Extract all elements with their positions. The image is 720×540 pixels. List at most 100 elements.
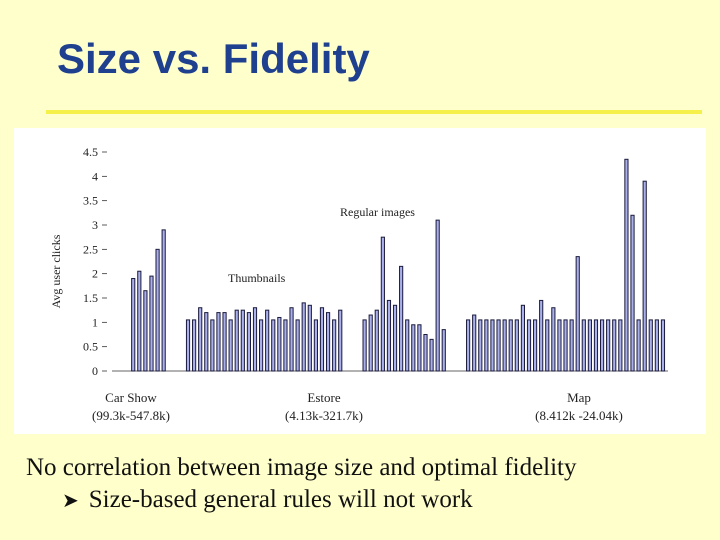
- y-tick-label: 3.5: [83, 194, 98, 208]
- annotation-label: Regular images: [340, 205, 415, 219]
- bar: [143, 290, 148, 372]
- bar: [624, 158, 629, 372]
- bar: [551, 307, 556, 372]
- bar: [216, 312, 221, 372]
- bar: [149, 275, 154, 372]
- bar: [380, 236, 385, 372]
- y-tick-label: 1: [92, 315, 98, 329]
- bar: [526, 319, 532, 372]
- bar: [435, 219, 440, 372]
- group-range-label: (8.412k -24.04k): [535, 408, 623, 423]
- bar: [399, 265, 404, 372]
- bar: [612, 319, 617, 372]
- bar: [289, 307, 294, 372]
- bar: [496, 319, 501, 372]
- bar: [575, 256, 580, 372]
- bar: [192, 319, 197, 372]
- bullet-list: No correlation between image size and op…: [26, 452, 577, 517]
- arrow-bullet-icon: ➤: [62, 490, 79, 512]
- bar: [472, 314, 477, 372]
- slide-title: Size vs. Fidelity: [57, 35, 370, 82]
- bar: [636, 319, 641, 372]
- bar: [490, 319, 495, 372]
- bar: [642, 180, 647, 372]
- bar: [386, 299, 392, 372]
- bar: [259, 319, 264, 372]
- bullet-main: No correlation between image size and op…: [26, 454, 577, 481]
- bullet-sub-text: Size-based general rules will not work: [88, 486, 473, 513]
- bar: [618, 319, 623, 372]
- bar: [520, 304, 525, 372]
- bar: [265, 309, 270, 372]
- group-label: Map: [567, 390, 591, 405]
- bar: [246, 312, 252, 372]
- bar: [301, 302, 306, 372]
- bar: [405, 319, 410, 372]
- bar: [252, 307, 258, 372]
- bar: [228, 319, 233, 372]
- y-tick-label: 0: [92, 364, 98, 378]
- bar: [271, 319, 276, 372]
- bar: [466, 319, 471, 372]
- bar: [569, 319, 574, 372]
- bar: [539, 299, 544, 372]
- bar: [319, 307, 325, 372]
- y-tick-label: 0.5: [83, 340, 98, 354]
- group-label: Car Show: [105, 390, 157, 405]
- y-tick-label: 1.5: [83, 291, 98, 305]
- bar: [307, 304, 312, 372]
- bar: [277, 316, 282, 372]
- title-divider: [46, 110, 702, 114]
- y-tick-label: 2.5: [83, 242, 98, 256]
- bar: [283, 319, 288, 372]
- bar: [593, 319, 599, 372]
- bar: [563, 319, 568, 372]
- bar: [545, 319, 550, 372]
- bar: [599, 319, 605, 372]
- bullet-sub: ➤ Size-based general rules will not work: [62, 484, 577, 517]
- bar: [295, 319, 300, 372]
- bar: [411, 324, 416, 372]
- bar: [368, 314, 373, 372]
- y-tick-label: 4.5: [83, 145, 98, 159]
- bar-chart: 0 0.5 1 1.5 2 2.5 3 3.5 4 4.5 Avg user clicks Car S…: [49, 145, 668, 423]
- bar: [338, 309, 343, 372]
- group-label: Estore: [307, 390, 340, 405]
- bar: [222, 312, 227, 372]
- bar: [508, 319, 513, 372]
- bar: [630, 214, 635, 372]
- bar: [155, 248, 160, 372]
- bar: [654, 319, 659, 372]
- bar: [210, 319, 215, 372]
- bar: [423, 334, 428, 372]
- bar: [161, 229, 166, 372]
- bar: [234, 309, 239, 372]
- y-tick-label: 4: [92, 169, 98, 183]
- bar: [392, 304, 398, 372]
- bar: [660, 319, 666, 372]
- bar: [325, 312, 331, 372]
- bar: [502, 319, 507, 372]
- bar: [362, 319, 367, 372]
- bar-chart-panel: 0 0.5 1 1.5 2 2.5 3 3.5 4 4.5 Avg user clicks Car S…: [14, 128, 706, 434]
- y-axis-label: Avg user clicks: [49, 234, 63, 308]
- bar: [204, 312, 209, 372]
- annotation-label: Thumbnails: [228, 271, 286, 285]
- bar: [441, 329, 446, 372]
- group-range-label: (99.3k-547.8k): [92, 408, 170, 423]
- bar: [557, 319, 562, 372]
- group-range-label: (4.13k-321.7k): [285, 408, 363, 423]
- bar: [478, 319, 483, 372]
- bar: [374, 309, 379, 372]
- bar: [484, 319, 489, 372]
- bar: [137, 270, 142, 372]
- bar: [648, 319, 653, 372]
- bar: [514, 319, 519, 372]
- bar: [240, 309, 245, 372]
- bar: [417, 324, 422, 372]
- bar: [533, 319, 538, 372]
- y-tick-label: 3: [92, 218, 98, 232]
- bar: [587, 319, 592, 372]
- bar: [429, 338, 434, 372]
- bar: [313, 319, 318, 372]
